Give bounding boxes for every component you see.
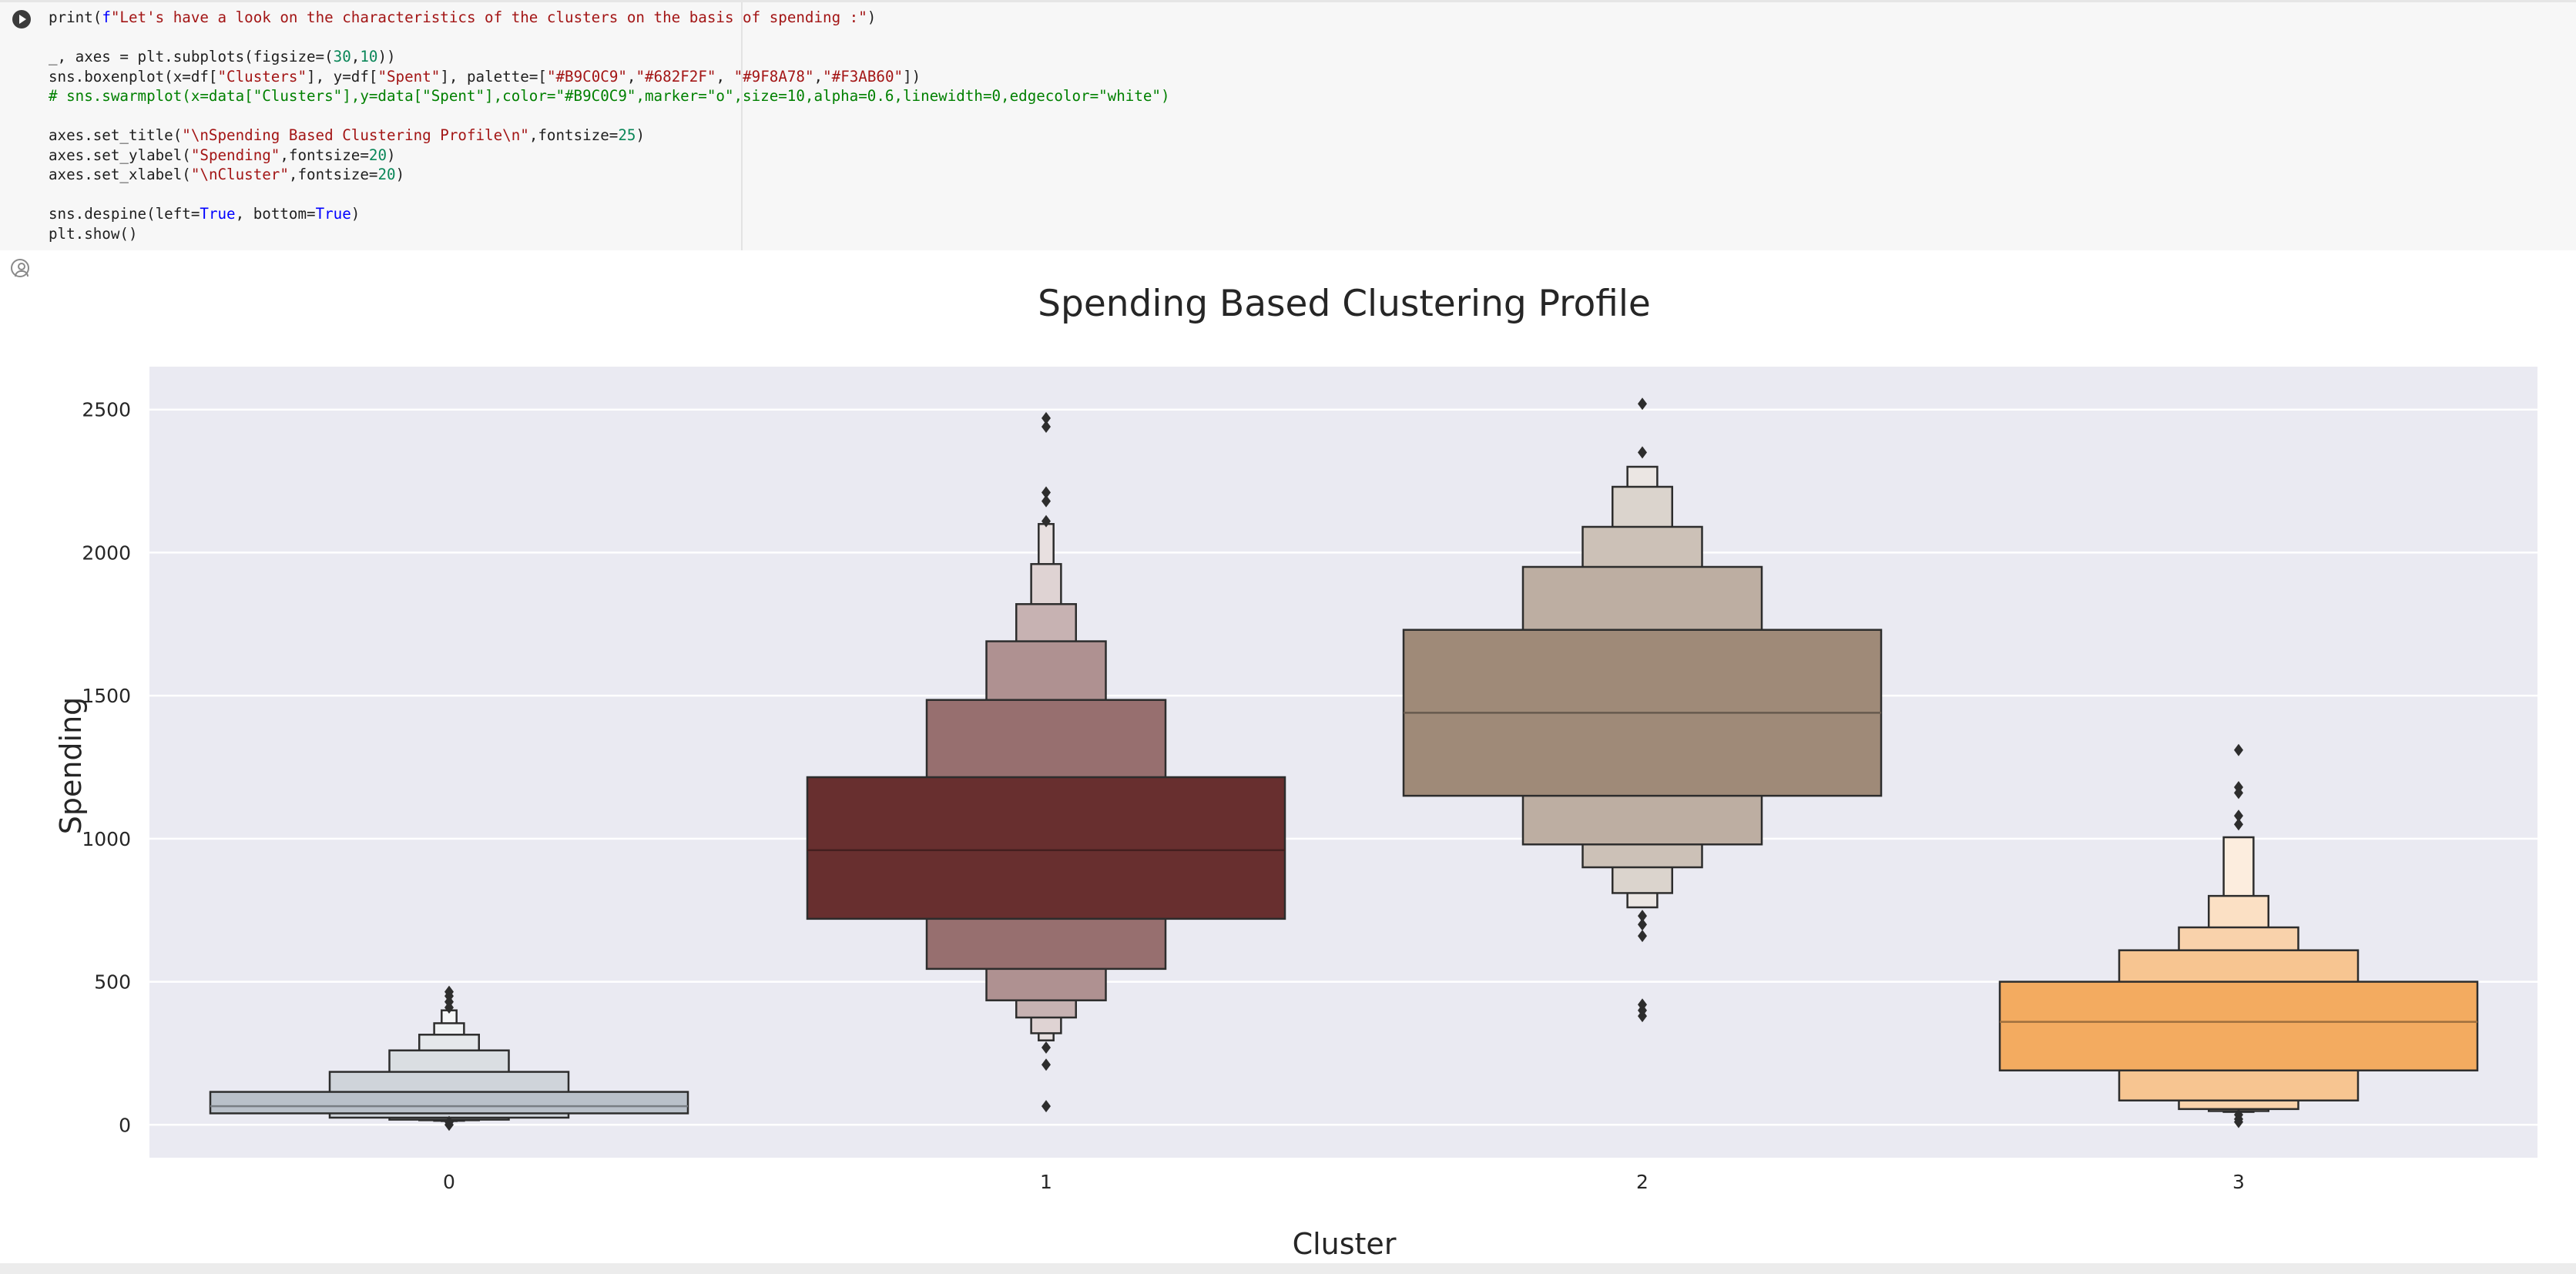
y-tick-label: 500 bbox=[94, 971, 131, 994]
outlier-point bbox=[444, 1115, 454, 1128]
boxen-level-3-0 bbox=[1998, 981, 2479, 1071]
outlier-point bbox=[2234, 810, 2243, 823]
outlier-point bbox=[1638, 998, 1647, 1011]
outlier-point bbox=[1638, 397, 1647, 411]
outlier-point bbox=[2234, 781, 2243, 793]
outlier-point bbox=[1041, 1041, 1051, 1054]
chart-title: Spending Based Clustering Profile bbox=[1038, 283, 1651, 325]
x-tick-label: 0 bbox=[443, 1171, 455, 1193]
outlier-point bbox=[2234, 743, 2243, 756]
play-icon[interactable] bbox=[12, 10, 31, 28]
code-editor[interactable]: print(f"Let's have a look on the charact… bbox=[49, 8, 1170, 243]
outlier-point bbox=[1041, 411, 1051, 424]
y-tick-label: 0 bbox=[119, 1114, 131, 1136]
x-axis-label: Cluster bbox=[1293, 1227, 1397, 1261]
output-user-icon bbox=[11, 259, 29, 277]
outlier-point bbox=[1041, 515, 1051, 528]
outlier-point bbox=[1638, 930, 1647, 943]
outlier-point bbox=[1638, 446, 1647, 459]
outlier-point bbox=[444, 1001, 454, 1014]
boxen-chart: Spending Based Clustering Profile 050010… bbox=[54, 283, 2537, 1261]
bottom-scrollbar[interactable] bbox=[0, 1263, 2576, 1274]
outlier-point bbox=[2234, 818, 2243, 831]
outlier-point bbox=[1041, 486, 1051, 499]
x-tick-label: 1 bbox=[1040, 1171, 1052, 1193]
top-border bbox=[0, 0, 2576, 2]
code-cell[interactable]: print(f"Let's have a look on the charact… bbox=[0, 2, 2576, 250]
editor-ruler bbox=[741, 2, 743, 250]
outlier-point bbox=[1041, 1058, 1051, 1071]
boxen-level-0-0 bbox=[209, 1091, 689, 1115]
x-tick-label: 3 bbox=[2232, 1171, 2245, 1193]
outlier-point bbox=[1041, 421, 1051, 433]
y-axis-label: Spending bbox=[54, 697, 88, 835]
y-tick-label: 2500 bbox=[82, 399, 131, 421]
outlier-point bbox=[1041, 1100, 1051, 1113]
outlier-point bbox=[1041, 495, 1051, 508]
outlier-point bbox=[1638, 910, 1647, 923]
y-tick-label: 2000 bbox=[82, 541, 131, 564]
boxen-level-1-0 bbox=[806, 776, 1286, 920]
outlier-point bbox=[2234, 1108, 2243, 1121]
x-tick-label: 2 bbox=[1636, 1171, 1649, 1193]
outlier-point bbox=[1638, 918, 1647, 931]
y-tick-label: 1000 bbox=[82, 828, 131, 850]
y-tick-label: 1500 bbox=[82, 685, 131, 707]
